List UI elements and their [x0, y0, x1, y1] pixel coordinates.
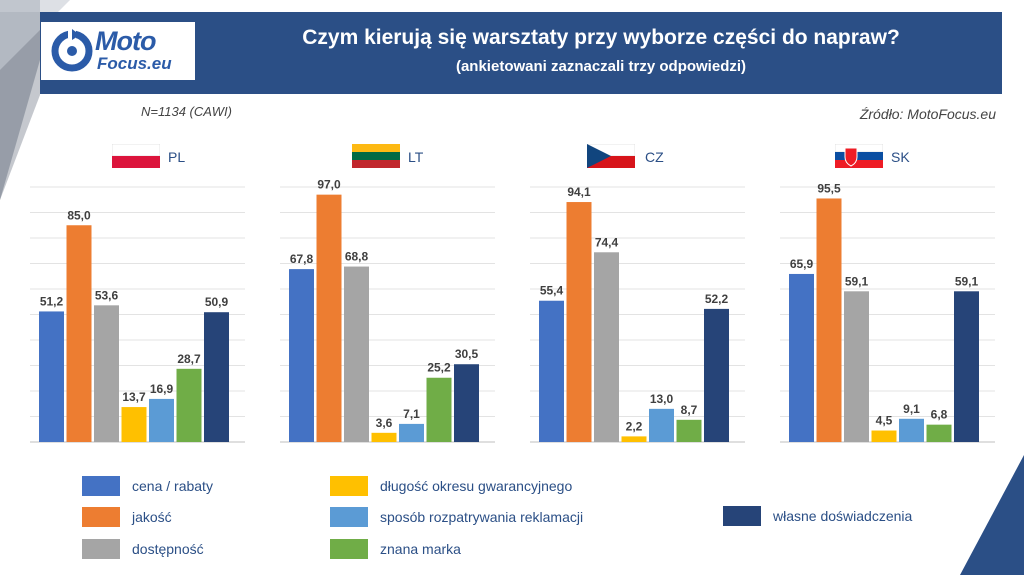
- bar-sk-jakosc: [816, 198, 842, 442]
- data-label-sk-dostepnosc: 59,1: [845, 274, 869, 288]
- bar-pl-jakosc: [66, 225, 92, 442]
- data-label-pl-cena: 51,2: [40, 294, 64, 308]
- chart-title: Czym kierują się warsztaty przy wyborze …: [302, 26, 900, 49]
- legend-swatch-dostepnosc: [82, 539, 120, 559]
- bar-cz-dostepnosc: [594, 252, 619, 442]
- bar-cz-jakosc: [566, 202, 592, 442]
- logo-domain: Focus.eu: [97, 54, 172, 73]
- legend-label-jakosc: jakość: [132, 509, 172, 525]
- bar-sk-marka: [926, 424, 952, 442]
- bar-pl-marka: [176, 368, 202, 442]
- data-label-sk-marka: 6,8: [931, 408, 948, 422]
- bar-cz-reklamacje: [649, 408, 674, 442]
- bar-cz-gwarancja: [621, 436, 647, 442]
- flag-pl-icon: [111, 143, 161, 168]
- bar-pl-dostepnosc: [94, 305, 119, 442]
- data-label-pl-dostepnosc: 53,6: [95, 288, 119, 302]
- bar-sk-doswiadczenie: [954, 291, 979, 442]
- bar-pl-gwarancja: [121, 407, 147, 442]
- legend-label-gwarancja: długość okresu gwarancyjnego: [380, 478, 573, 494]
- data-label-sk-cena: 65,9: [790, 257, 814, 271]
- data-label-lt-reklamacje: 7,1: [403, 407, 420, 421]
- flag-sk-icon: [834, 143, 884, 168]
- bar-lt-doswiadczenie: [454, 364, 479, 442]
- bar-sk-dostepnosc: [844, 291, 869, 442]
- data-label-lt-doswiadczenie: 30,5: [455, 347, 479, 361]
- data-label-lt-cena: 67,8: [290, 252, 314, 266]
- data-label-pl-doswiadczenie: 50,9: [205, 295, 229, 309]
- bar-lt-reklamacje: [399, 423, 424, 442]
- legend-swatch-gwarancja: [330, 476, 368, 496]
- legend-swatch-doswiadczenie: [723, 506, 761, 526]
- country-label-cz: CZ: [645, 149, 664, 165]
- legend-swatch-reklamacje: [330, 507, 368, 527]
- bar-sk-reklamacje: [899, 418, 924, 442]
- data-label-lt-jakosc: 97,0: [317, 178, 341, 192]
- motofocus-logo: Moto Focus.eu: [41, 22, 195, 80]
- data-label-cz-dostepnosc: 74,4: [595, 235, 619, 249]
- bar-pl-reklamacje: [149, 398, 174, 442]
- legend-label-marka: znana marka: [380, 541, 461, 557]
- data-label-cz-cena: 55,4: [540, 284, 564, 298]
- legend-swatch-marka: [330, 539, 368, 559]
- data-label-pl-reklamacje: 16,9: [150, 382, 174, 396]
- data-label-cz-doswiadczenie: 52,2: [705, 292, 729, 306]
- chart-panel-cz: 55,4 94,1 74,4 2,2 13,0 8,7 52,2: [530, 185, 745, 443]
- logo-icon: [51, 28, 93, 72]
- data-label-lt-marka: 25,2: [427, 361, 451, 375]
- country-label-sk: SK: [891, 149, 910, 165]
- legend-label-doswiadczenie: własne doświadczenia: [773, 508, 913, 524]
- legend-swatch-cena: [82, 476, 120, 496]
- chart-panel-lt: 67,8 97,0 68,8 3,6 7,1 25,2 30,5: [280, 178, 495, 443]
- bar-pl-cena: [39, 311, 64, 442]
- data-label-pl-jakosc: 85,0: [67, 208, 91, 222]
- bar-sk-gwarancja: [871, 430, 897, 442]
- legend-label-reklamacje: sposób rozpatrywania reklamacji: [380, 509, 584, 525]
- data-label-sk-doswiadczenie: 59,1: [955, 274, 979, 288]
- data-label-cz-gwarancja: 2,2: [626, 419, 643, 433]
- bar-lt-jakosc: [316, 194, 342, 442]
- chart-panel-sk: 65,9 95,5 59,1 4,5 9,1 6,8 59,1: [780, 181, 995, 443]
- country-label-pl: PL: [168, 149, 186, 165]
- legend-swatch-jakosc: [82, 507, 120, 527]
- legend-label-dostepnosc: dostępność: [132, 541, 204, 557]
- source-note: Źródło: MotoFocus.eu: [859, 106, 996, 122]
- bar-lt-cena: [289, 269, 314, 442]
- data-label-lt-dostepnosc: 68,8: [345, 250, 369, 264]
- bar-pl-doswiadczenie: [204, 312, 229, 442]
- data-label-pl-marka: 28,7: [177, 352, 201, 366]
- logo-wordmark: Moto: [95, 26, 156, 56]
- bar-lt-dostepnosc: [344, 266, 369, 442]
- flag-cz-icon: [586, 143, 636, 168]
- data-label-sk-reklamacje: 9,1: [903, 402, 920, 416]
- bar-cz-doswiadczenie: [704, 308, 729, 442]
- bar-sk-cena: [789, 273, 814, 442]
- bar-lt-gwarancja: [371, 432, 397, 442]
- data-label-sk-jakosc: 95,5: [817, 181, 841, 195]
- bar-lt-marka: [426, 377, 452, 442]
- data-label-cz-reklamacje: 13,0: [650, 392, 674, 406]
- chart-subtitle: (ankietowani zaznaczali trzy odpowiedzi): [455, 58, 747, 75]
- header-bar: Czym kierują się warsztaty przy wyborze …: [40, 12, 1002, 94]
- data-label-pl-gwarancja: 13,7: [122, 390, 146, 404]
- chart-panel-pl: 51,2 85,0 53,6 13,7 16,9 28,7 50,9: [30, 186, 245, 443]
- flag-lt-icon: [352, 144, 400, 168]
- bar-cz-marka: [676, 419, 702, 442]
- bar-cz-cena: [539, 300, 564, 442]
- data-label-cz-marka: 8,7: [681, 403, 698, 417]
- legend-label-cena: cena / rabaty: [132, 478, 213, 494]
- data-label-cz-jakosc: 94,1: [567, 185, 591, 199]
- data-label-lt-gwarancja: 3,6: [376, 416, 393, 430]
- data-label-sk-gwarancja: 4,5: [876, 414, 893, 428]
- country-label-lt: LT: [408, 149, 424, 165]
- sample-note: N=1134 (CAWI): [141, 104, 232, 119]
